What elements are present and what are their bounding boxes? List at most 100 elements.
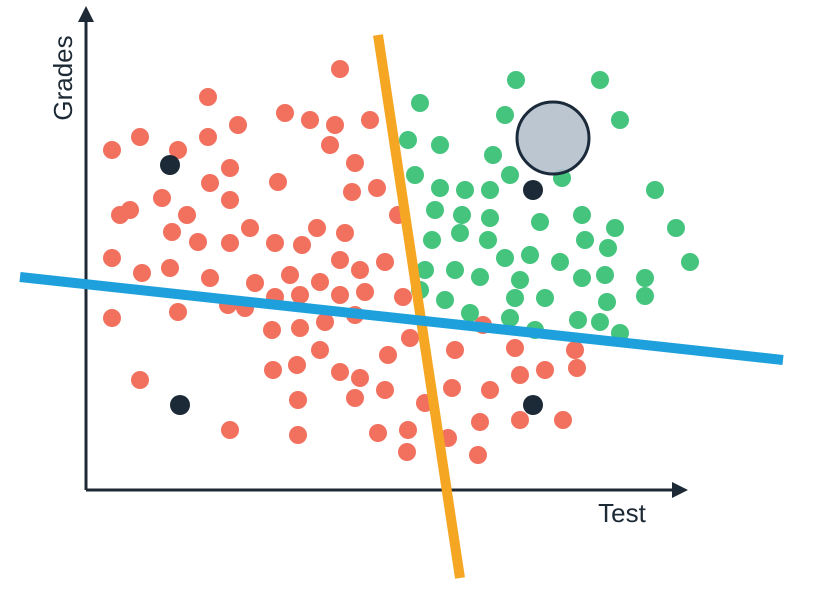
red-point — [369, 424, 387, 442]
red-point — [471, 413, 489, 431]
red-point — [178, 206, 196, 224]
red-point — [189, 233, 207, 251]
red-point — [343, 183, 361, 201]
green-point — [531, 213, 549, 231]
red-point — [229, 116, 247, 134]
red-point — [336, 224, 354, 242]
red-point — [399, 421, 417, 439]
red-point — [131, 128, 149, 146]
red-point — [199, 88, 217, 106]
green-point — [484, 146, 502, 164]
black-point — [523, 180, 543, 200]
green-point — [496, 106, 514, 124]
green-point — [451, 224, 469, 242]
red-point — [221, 421, 239, 439]
green-point — [611, 111, 629, 129]
red-point — [331, 286, 349, 304]
red-point — [288, 356, 306, 374]
red-point — [376, 381, 394, 399]
green-point — [431, 136, 449, 154]
red-point — [568, 359, 586, 377]
red-point — [161, 259, 179, 277]
green-point — [551, 253, 569, 271]
red-point — [346, 154, 364, 172]
green-point — [573, 206, 591, 224]
red-point — [469, 446, 487, 464]
green-point — [496, 249, 514, 267]
red-point — [276, 104, 294, 122]
green-point — [536, 289, 554, 307]
green-point — [481, 181, 499, 199]
red-point — [566, 341, 584, 359]
green-point — [636, 287, 654, 305]
green-point — [598, 293, 616, 311]
green-point — [426, 201, 444, 219]
red-point — [511, 366, 529, 384]
red-point — [153, 189, 171, 207]
red-point — [394, 288, 412, 306]
red-point — [103, 309, 121, 327]
red-point — [376, 253, 394, 271]
red-point — [169, 303, 187, 321]
red-point — [379, 346, 397, 364]
green-point — [411, 94, 429, 112]
green-point — [646, 181, 664, 199]
green-point — [436, 291, 454, 309]
red-point — [291, 286, 309, 304]
green-point — [606, 219, 624, 237]
black-point — [160, 155, 180, 175]
black-point — [523, 395, 543, 415]
red-point — [331, 251, 349, 269]
red-point — [506, 339, 524, 357]
black-points — [160, 155, 543, 415]
x-axis-label: Test — [598, 498, 646, 528]
green-point — [481, 209, 499, 227]
red-point — [351, 261, 369, 279]
red-point — [221, 234, 239, 252]
blue-boundary-line — [19, 272, 784, 365]
red-point — [103, 141, 121, 159]
red-point — [221, 191, 239, 209]
red-point — [326, 116, 344, 134]
green-point — [399, 131, 417, 149]
red-point — [331, 363, 349, 381]
green-point — [471, 268, 489, 286]
green-point — [636, 269, 654, 287]
red-point — [221, 159, 239, 177]
red-point — [311, 341, 329, 359]
green-points — [399, 71, 699, 342]
green-point — [501, 166, 519, 184]
red-point — [111, 206, 129, 224]
orange-boundary-line — [373, 34, 465, 579]
red-point — [401, 329, 419, 347]
green-point — [501, 309, 519, 327]
green-point — [446, 261, 464, 279]
green-point — [569, 311, 587, 329]
green-point — [576, 231, 594, 249]
green-point — [591, 313, 609, 331]
green-point — [461, 304, 479, 322]
red-point — [311, 273, 329, 291]
green-point — [667, 219, 685, 237]
x-axis-arrow — [672, 482, 688, 498]
y-axis-arrow — [78, 6, 94, 22]
red-point — [331, 60, 349, 78]
green-point — [406, 166, 424, 184]
y-axis-label: Grades — [48, 35, 78, 120]
red-point — [398, 443, 416, 461]
red-point — [169, 141, 187, 159]
green-point — [521, 246, 539, 264]
green-point — [511, 271, 529, 289]
red-point — [308, 219, 326, 237]
red-point — [289, 391, 307, 409]
red-point — [246, 274, 264, 292]
red-point — [241, 219, 259, 237]
green-point — [596, 266, 614, 284]
green-point — [681, 253, 699, 271]
red-point — [291, 319, 309, 337]
green-point — [479, 231, 497, 249]
green-point — [456, 181, 474, 199]
red-point — [301, 111, 319, 129]
highlight-circle — [515, 100, 591, 176]
